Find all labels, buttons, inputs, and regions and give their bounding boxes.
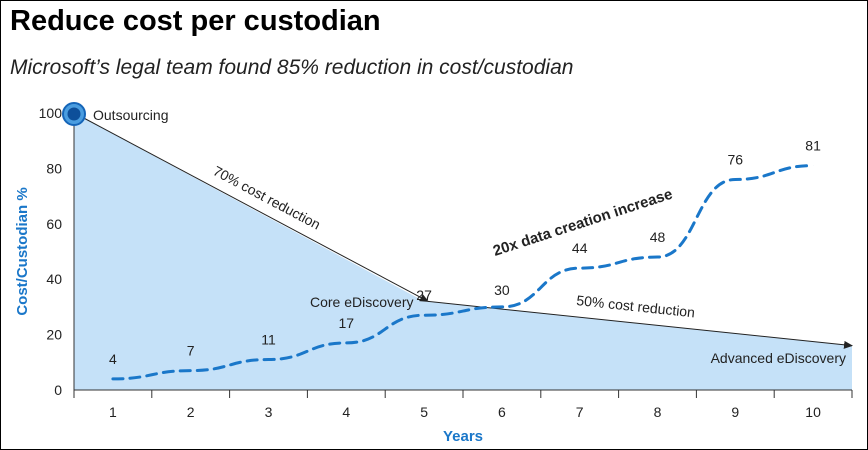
x-tick-label: 1 [109,404,117,420]
annotation-core-ediscovery: Core eDiscovery [310,294,413,310]
y-tick-label: 20 [46,327,62,343]
x-tick-label: 4 [342,404,350,420]
y-tick-label: 40 [46,271,62,287]
x-tick-label: 3 [265,404,273,420]
data-series-line [111,164,815,381]
x-axis-title: Years [443,428,483,445]
chart-subtitle: Microsoft’s legal team found 85% reducti… [10,56,574,79]
x-tick-label: 7 [576,404,584,420]
annotation-advanced-ediscovery: Advanced eDiscovery [711,350,846,366]
y-axis-title: Cost/Custodian % [14,187,31,315]
x-tick-label: 9 [731,404,739,420]
reduction-arrow-2 [427,300,853,349]
data-label: 7 [187,343,195,359]
x-tick-label: 8 [654,404,662,420]
reduction-arrow-1 [79,115,429,302]
y-tick-label: 80 [46,160,62,176]
data-label: 4 [109,351,117,367]
data-label: 76 [728,151,744,167]
y-tick-label: 100 [39,105,63,121]
data-label: 27 [416,287,432,303]
annotation-50-reduction: 50% cost reduction [576,292,696,320]
x-tick-label: 5 [420,404,428,420]
y-tick-label: 0 [54,382,62,398]
data-label: 17 [339,315,355,331]
outsourcing-marker-core [67,107,81,121]
x-tick-label: 2 [187,404,195,420]
data-label: 81 [805,138,821,154]
data-label: 30 [494,282,510,298]
x-tick-label: 6 [498,404,506,420]
chart-title: Reduce cost per custodian [10,5,381,37]
x-tick-label: 10 [805,404,821,420]
data-label: 48 [650,229,666,245]
annotation-outsourcing: Outsourcing [93,107,168,123]
y-tick-label: 60 [46,216,62,232]
cost-area [74,113,852,390]
data-label: 11 [261,332,276,348]
data-label: 44 [572,240,588,256]
